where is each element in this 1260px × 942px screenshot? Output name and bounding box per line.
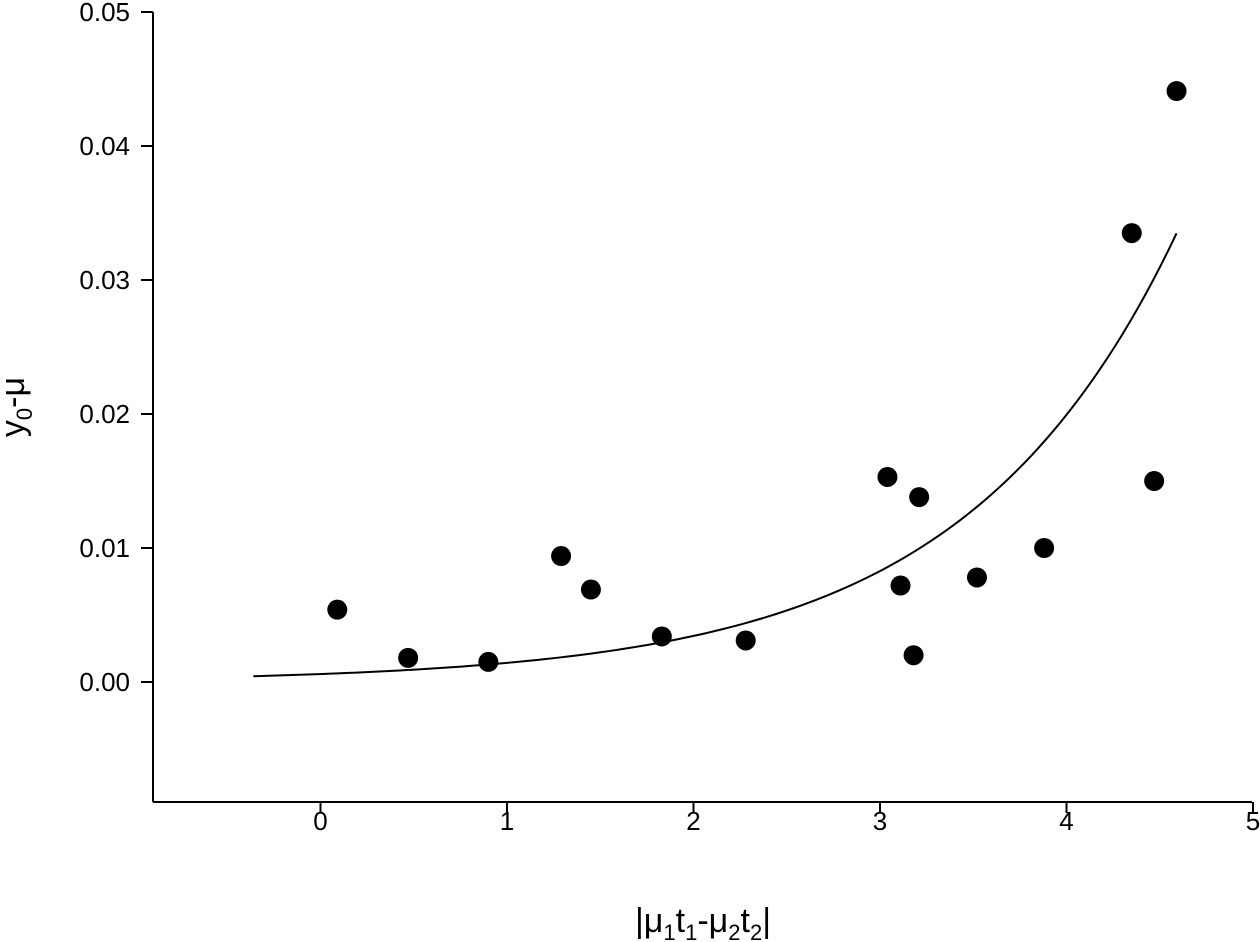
x-tick-label: 0 xyxy=(313,806,327,836)
data-point xyxy=(1034,538,1055,558)
data-point xyxy=(1121,223,1142,244)
data-point xyxy=(877,466,898,487)
data-points-layer xyxy=(327,81,1187,672)
y-tick-label: 0.00 xyxy=(79,667,130,697)
y-axis-title: y0-μ xyxy=(0,377,37,437)
data-point xyxy=(1166,81,1187,102)
data-point xyxy=(580,579,601,600)
data-point xyxy=(1144,471,1165,491)
data-point xyxy=(398,647,419,668)
x-ticks: 0 1 2 3 4 5 xyxy=(313,802,1260,836)
x-tick-label: 1 xyxy=(500,806,514,836)
data-point xyxy=(551,546,572,567)
y-tick-label: 0.05 xyxy=(79,0,130,27)
fit-curve xyxy=(253,232,1178,678)
y-tick-label: 0.03 xyxy=(79,265,130,295)
data-point xyxy=(651,626,672,647)
y-ticks: 0.00 0.01 0.02 0.03 0.04 0.05 xyxy=(79,0,153,697)
x-axis-title: |μ1t1-μ2t2| xyxy=(635,902,771,942)
data-point xyxy=(735,630,756,651)
data-point xyxy=(890,575,911,596)
x-tick-label: 4 xyxy=(1059,806,1073,836)
x-tick-label: 2 xyxy=(686,806,700,836)
y-tick-label: 0.01 xyxy=(79,533,130,563)
y-tick-label: 0.04 xyxy=(79,131,130,161)
data-point xyxy=(903,645,924,666)
y-tick-label: 0.02 xyxy=(79,399,130,429)
plot-axes xyxy=(152,12,1252,803)
data-point xyxy=(966,567,987,588)
x-tick-label: 5 xyxy=(1246,806,1260,836)
data-point xyxy=(327,599,348,620)
fit-curve-layer xyxy=(253,232,1178,678)
data-point xyxy=(478,651,499,672)
x-tick-label: 3 xyxy=(873,806,887,836)
data-point xyxy=(909,487,930,508)
